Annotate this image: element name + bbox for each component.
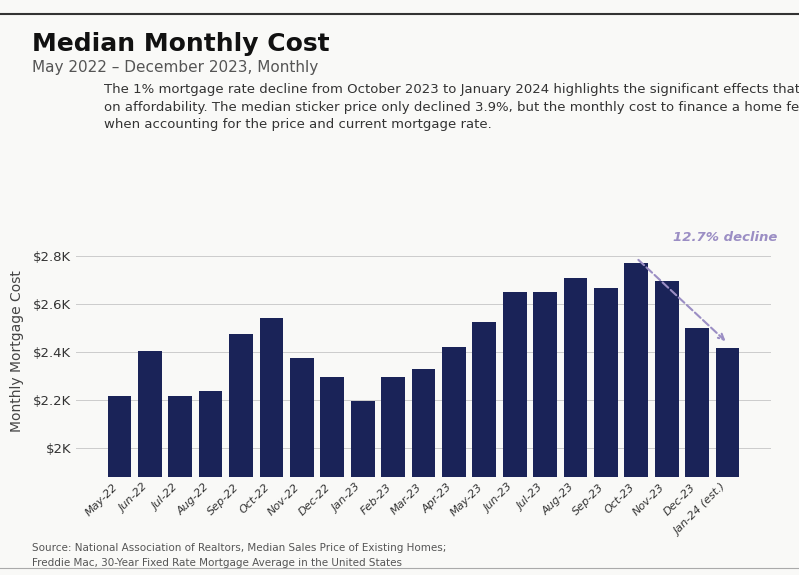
Bar: [411, 369, 435, 575]
Bar: [138, 351, 161, 575]
Bar: [716, 348, 739, 575]
Bar: [320, 377, 344, 575]
Text: 12.7% decline: 12.7% decline: [673, 231, 777, 244]
Bar: [442, 347, 466, 575]
Bar: [533, 292, 557, 575]
Bar: [625, 263, 648, 575]
Bar: [472, 322, 496, 575]
Bar: [260, 318, 284, 575]
Bar: [108, 396, 131, 575]
Bar: [351, 401, 375, 575]
Text: Median Monthly Cost: Median Monthly Cost: [32, 32, 329, 56]
Bar: [594, 288, 618, 575]
Bar: [563, 278, 587, 575]
Bar: [503, 292, 527, 575]
Bar: [381, 377, 405, 575]
Text: The 1% mortgage rate decline from October 2023 to January 2024 highlights the si: The 1% mortgage rate decline from Octobe…: [104, 83, 799, 97]
Bar: [655, 281, 678, 575]
Text: on affordability. The median sticker price only declined 3.9%, but the monthly c: on affordability. The median sticker pri…: [104, 101, 799, 114]
Text: May 2022 – December 2023, Monthly: May 2022 – December 2023, Monthly: [32, 60, 318, 75]
Bar: [686, 328, 709, 575]
Bar: [290, 358, 314, 575]
Text: when accounting for the price and current mortgage rate.: when accounting for the price and curren…: [104, 118, 491, 131]
Text: Freddie Mac, 30-Year Fixed Rate Mortgage Average in the United States: Freddie Mac, 30-Year Fixed Rate Mortgage…: [32, 558, 402, 568]
Bar: [199, 392, 222, 575]
Y-axis label: Monthly Mortgage Cost: Monthly Mortgage Cost: [10, 270, 25, 432]
Text: Source: National Association of Realtors, Median Sales Price of Existing Homes;: Source: National Association of Realtors…: [32, 543, 447, 553]
Bar: [169, 396, 192, 575]
Bar: [229, 334, 252, 575]
